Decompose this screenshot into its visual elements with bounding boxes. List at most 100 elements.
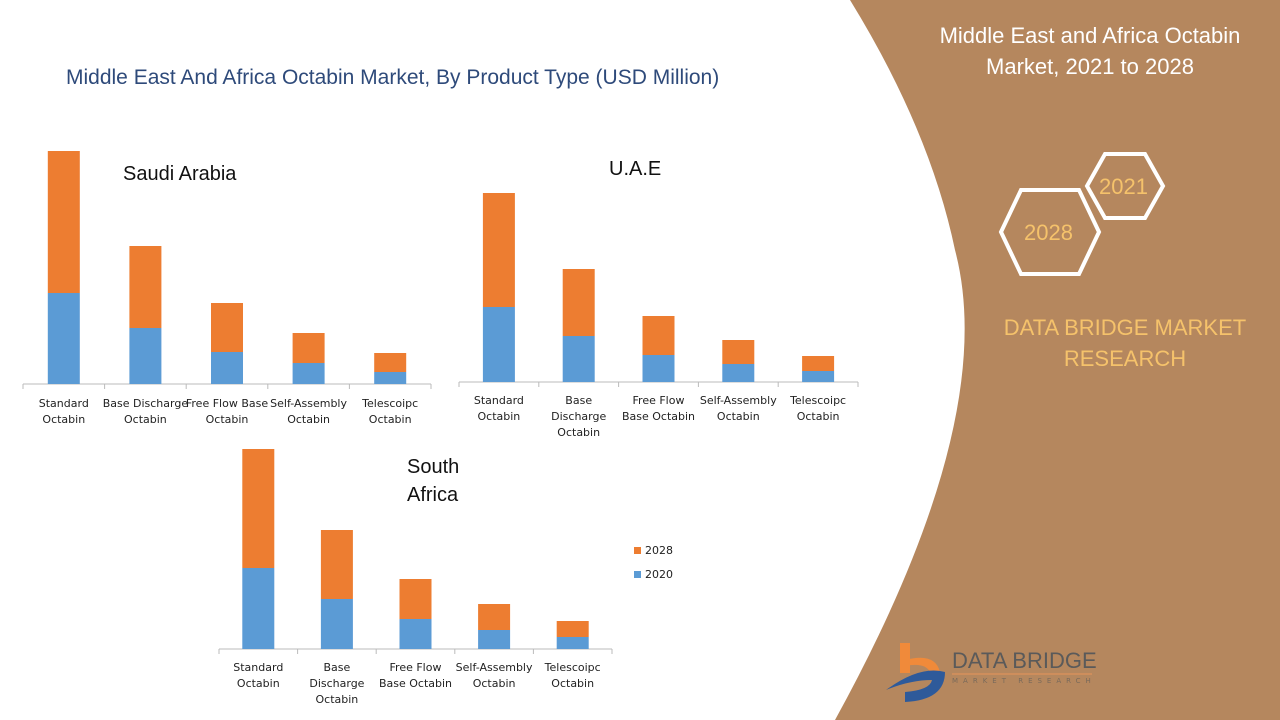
bar-2028 <box>211 303 243 352</box>
category-label-line: Base Octabin <box>622 410 695 423</box>
category-label-line: Octabin <box>124 413 167 426</box>
category-label-line: Octabin <box>551 677 594 690</box>
bar-2028 <box>399 579 432 619</box>
bar-2020 <box>399 619 432 649</box>
chart-title: Saudi Arabia <box>123 163 237 185</box>
category-label-line: Free Flow Base <box>186 397 268 410</box>
category-label-line: Self-Assembly <box>270 397 347 410</box>
category-label-line: Octabin <box>287 413 330 426</box>
category-label-line: Octabin <box>369 413 412 426</box>
hex-label-2021: 2021 <box>1099 174 1148 199</box>
bar-2028 <box>556 621 589 637</box>
bar-2020 <box>642 355 675 382</box>
category-label-line: Free Flow <box>390 661 442 674</box>
bar-2028 <box>47 151 80 293</box>
bar-2020 <box>129 328 162 384</box>
bar-2028 <box>129 246 162 328</box>
category-label-line: Discharge <box>309 677 364 690</box>
category-label: Telescoipc Octabin <box>789 394 846 423</box>
category-label-line: Octabin <box>478 410 521 423</box>
brand-text: DATA BRIDGE MARKET RESEARCH <box>1003 315 1247 371</box>
bar-2028 <box>320 530 353 599</box>
category-label-line: Base Discharge <box>103 397 189 410</box>
category-label-line: Octabin <box>717 410 760 423</box>
bar-2020 <box>242 568 275 649</box>
legend-2028: 2028 <box>634 544 673 557</box>
category-label-line: Octabin <box>42 413 85 426</box>
bar-2028 <box>292 333 325 363</box>
bar-2028 <box>374 353 407 372</box>
category-label: Self-Assembly Octabin <box>700 394 777 423</box>
category-label-line: Telescoipc <box>789 394 846 407</box>
logo-text: DATA BRIDGE <box>952 648 1097 673</box>
logo-icon <box>886 643 945 702</box>
category-label: Standard Octabin <box>233 661 283 690</box>
category-label-line: Octabin <box>206 413 249 426</box>
legend-2020: 2020 <box>634 568 673 581</box>
category-label-line: Base Octabin <box>379 677 452 690</box>
category-label: Standard Octabin <box>474 394 524 423</box>
hex-2028-icon <box>998 188 1102 276</box>
category-label-line: Discharge <box>551 410 606 423</box>
category-label: Standard Octabin <box>39 397 89 426</box>
bar-2020 <box>478 630 511 649</box>
category-label: Telescoipc Octabin <box>361 397 418 426</box>
chart-title-line: South <box>407 456 459 478</box>
category-label: Free Flow Base Octabin <box>622 394 695 423</box>
bar-2020 <box>722 364 755 382</box>
category-label: Free Flow Base Octabin <box>379 661 452 690</box>
category-label-line: Standard <box>474 394 524 407</box>
page-title: Middle East And Africa Octabin Market, B… <box>66 66 720 89</box>
category-label-line: Self-Assembly <box>700 394 777 407</box>
category-label-line: Octabin <box>797 410 840 423</box>
bar-2028 <box>642 316 675 355</box>
bar-2020 <box>482 307 515 382</box>
chart-title-line: Africa <box>407 484 459 506</box>
category-label-line: Standard <box>39 397 89 410</box>
category-label-line: Telescoipc <box>544 661 601 674</box>
bar-2020 <box>292 363 325 384</box>
category-label-line: Base <box>565 394 592 407</box>
legend-swatch-2020 <box>634 571 641 578</box>
bar-2020 <box>211 352 243 384</box>
chart-title: South Africa <box>407 456 459 506</box>
bar-2020 <box>556 637 589 649</box>
side-panel-shape <box>835 0 1280 720</box>
category-label: Base Discharge Octabin <box>551 394 606 439</box>
category-label: Base Discharge Octabin <box>309 661 364 706</box>
hex-2021-icon <box>1084 152 1166 220</box>
bar-2020 <box>320 599 353 649</box>
chart-u-a-e: U.A.E Standard Octabin Base Discharge Octabin… <box>458 158 859 439</box>
category-label: Self-Assembly Octabin <box>456 661 533 690</box>
side-title: Middle East and Africa Octabin Market, 2… <box>939 23 1241 79</box>
chart-title: U.A.E <box>609 158 661 180</box>
category-label-line: Self-Assembly <box>456 661 533 674</box>
category-label-line: Free Flow <box>633 394 685 407</box>
category-label: Self-Assembly Octabin <box>270 397 347 426</box>
category-label-line: Base <box>324 661 351 674</box>
category-label-line: Standard <box>233 661 283 674</box>
bar-2028 <box>802 356 835 371</box>
bar-2028 <box>562 269 595 336</box>
bar-2020 <box>374 372 407 384</box>
legend-swatch-2028 <box>634 547 641 554</box>
bar-2028 <box>482 193 515 307</box>
bar-2020 <box>562 336 595 382</box>
bar-2020 <box>802 371 835 382</box>
bar-2028 <box>242 449 275 568</box>
category-label-line: Telescoipc <box>361 397 418 410</box>
category-label: Telescoipc Octabin <box>544 661 601 690</box>
bar-2020 <box>47 293 80 384</box>
bar-2028 <box>478 604 511 630</box>
category-label-line: Octabin <box>237 677 280 690</box>
hex-label-2028: 2028 <box>1024 220 1073 245</box>
category-label-line: Octabin <box>473 677 516 690</box>
bar-2028 <box>722 340 755 364</box>
category-label: Base Discharge Octabin <box>103 397 189 426</box>
category-label-line: Octabin <box>316 693 359 706</box>
category-label-line: Octabin <box>557 426 600 439</box>
chart-south-africa: South Africa Standard Octabin Base Discharge O… <box>218 449 613 706</box>
